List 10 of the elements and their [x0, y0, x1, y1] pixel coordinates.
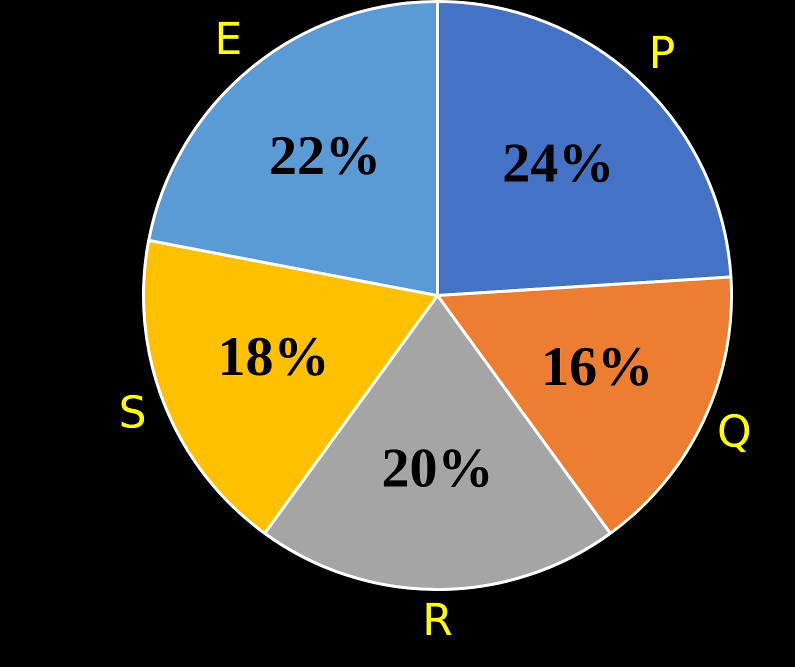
data-label: 16% [541, 336, 654, 398]
slice-label: P [648, 28, 676, 79]
data-label: 20% [382, 437, 494, 500]
slice-label: Q [716, 406, 752, 458]
slice-label: S [118, 388, 146, 439]
data-label: 24% [502, 132, 614, 194]
data-label: 22% [269, 125, 382, 188]
slice-label: E [214, 14, 242, 66]
data-label: 18% [217, 326, 330, 388]
slice-label: R [422, 594, 453, 646]
